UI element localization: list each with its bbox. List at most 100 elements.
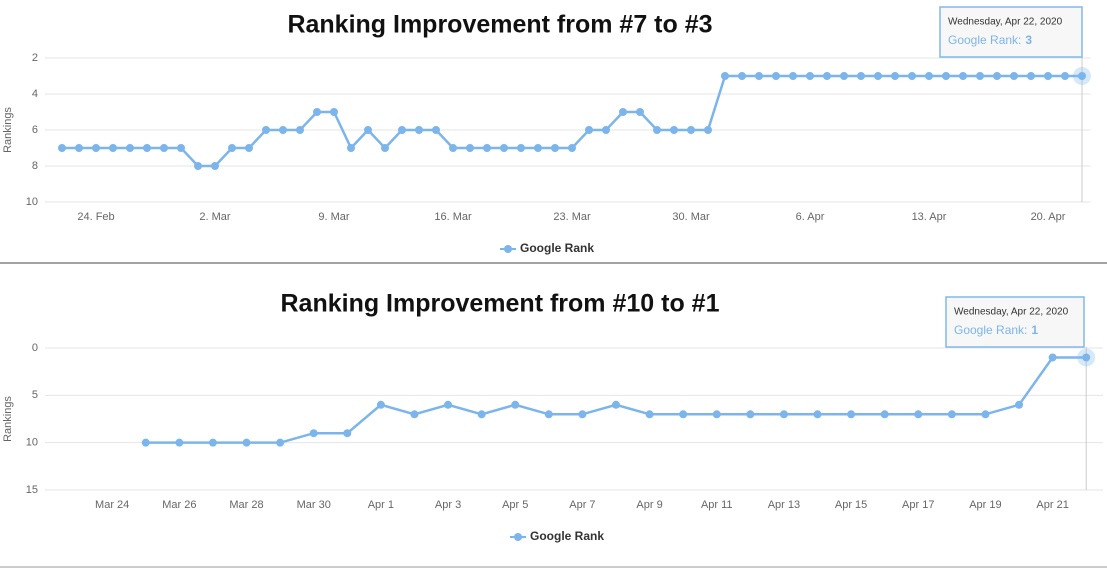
legend-marker (504, 245, 512, 253)
point (578, 410, 587, 419)
point (704, 126, 712, 134)
point (653, 126, 661, 134)
point (511, 400, 520, 409)
point (309, 429, 318, 438)
point (1027, 72, 1035, 80)
point (194, 162, 202, 170)
point (840, 72, 848, 80)
y-tick-label: 6 (32, 124, 38, 136)
point (449, 144, 457, 152)
point (398, 126, 406, 134)
point (1082, 353, 1091, 362)
point (568, 144, 576, 152)
point (544, 410, 553, 419)
x-tick-label: 9. Mar (318, 211, 350, 223)
point (376, 400, 385, 409)
point (847, 410, 856, 419)
x-tick-label: Apr 11 (701, 499, 733, 511)
point (959, 72, 967, 80)
legend-label: Google Rank (530, 529, 604, 543)
x-tick-label: Apr 19 (969, 499, 1001, 511)
y-tick-label: 8 (32, 160, 38, 172)
x-tick-label: Apr 7 (569, 499, 595, 511)
point (466, 144, 474, 152)
point (670, 126, 678, 134)
point (330, 108, 338, 116)
point (679, 410, 688, 419)
point (772, 72, 780, 80)
y-tick-label: 10 (26, 437, 38, 449)
point (126, 144, 134, 152)
point (296, 126, 304, 134)
point (177, 144, 185, 152)
point (993, 72, 1001, 80)
point (738, 72, 746, 80)
point (891, 72, 899, 80)
tooltip-label: Google Rank: (954, 323, 1027, 337)
point (645, 410, 654, 419)
chart-title: Ranking Improvement from #10 to #1 (280, 290, 719, 318)
point (109, 144, 117, 152)
point (347, 144, 355, 152)
point (262, 126, 270, 134)
y-tick-label: 10 (26, 196, 38, 208)
point (483, 144, 491, 152)
point (160, 144, 168, 152)
point (242, 438, 251, 447)
point (276, 438, 285, 447)
point (143, 144, 151, 152)
tooltip-value: 3 (1025, 33, 1032, 47)
point (585, 126, 593, 134)
point (343, 429, 352, 438)
point (141, 438, 150, 447)
x-tick-label: 13. Apr (912, 211, 947, 223)
x-tick-label: 20. Apr (1031, 211, 1066, 223)
series-line (145, 356, 1087, 444)
point (534, 144, 542, 152)
tooltip-title: Wednesday, Apr 22, 2020 (948, 17, 1063, 28)
x-tick-label: 16. Mar (434, 211, 472, 223)
tooltip-title: Wednesday, Apr 22, 2020 (954, 307, 1069, 318)
x-tick-label: Apr 5 (502, 499, 528, 511)
point (432, 126, 440, 134)
y-axis-label: Rankings (2, 396, 14, 442)
point (908, 72, 916, 80)
point (444, 400, 453, 409)
x-tick-label: Mar 24 (95, 499, 129, 511)
y-tick-label: 0 (32, 342, 38, 354)
x-tick-label: 2. Mar (199, 211, 231, 223)
series-line (62, 74, 1082, 168)
point (1015, 400, 1024, 409)
point (619, 108, 627, 116)
y-tick-label: 15 (26, 484, 38, 496)
point (1044, 72, 1052, 80)
point (721, 72, 729, 80)
y-tick-label: 5 (32, 389, 38, 401)
point (175, 438, 184, 447)
point (500, 144, 508, 152)
point (874, 72, 882, 80)
point (813, 410, 822, 419)
point (611, 400, 620, 409)
point (415, 126, 423, 134)
point (228, 144, 236, 152)
x-tick-label: 24. Feb (77, 211, 114, 223)
point (1010, 72, 1018, 80)
point (1061, 72, 1069, 80)
legend-marker (514, 533, 522, 541)
y-tick-label: 4 (32, 88, 38, 100)
point (687, 126, 695, 134)
y-axis-label: Rankings (2, 107, 14, 153)
point (755, 72, 763, 80)
point (636, 108, 644, 116)
point (313, 108, 321, 116)
x-tick-label: Apr 21 (1036, 499, 1068, 511)
point (58, 144, 66, 152)
x-tick-label: Apr 3 (435, 499, 461, 511)
point (806, 72, 814, 80)
y-tick-label: 2 (32, 52, 38, 64)
tooltip-box (945, 296, 1085, 348)
x-tick-label: Apr 13 (768, 499, 800, 511)
legend-label: Google Rank (520, 241, 594, 255)
